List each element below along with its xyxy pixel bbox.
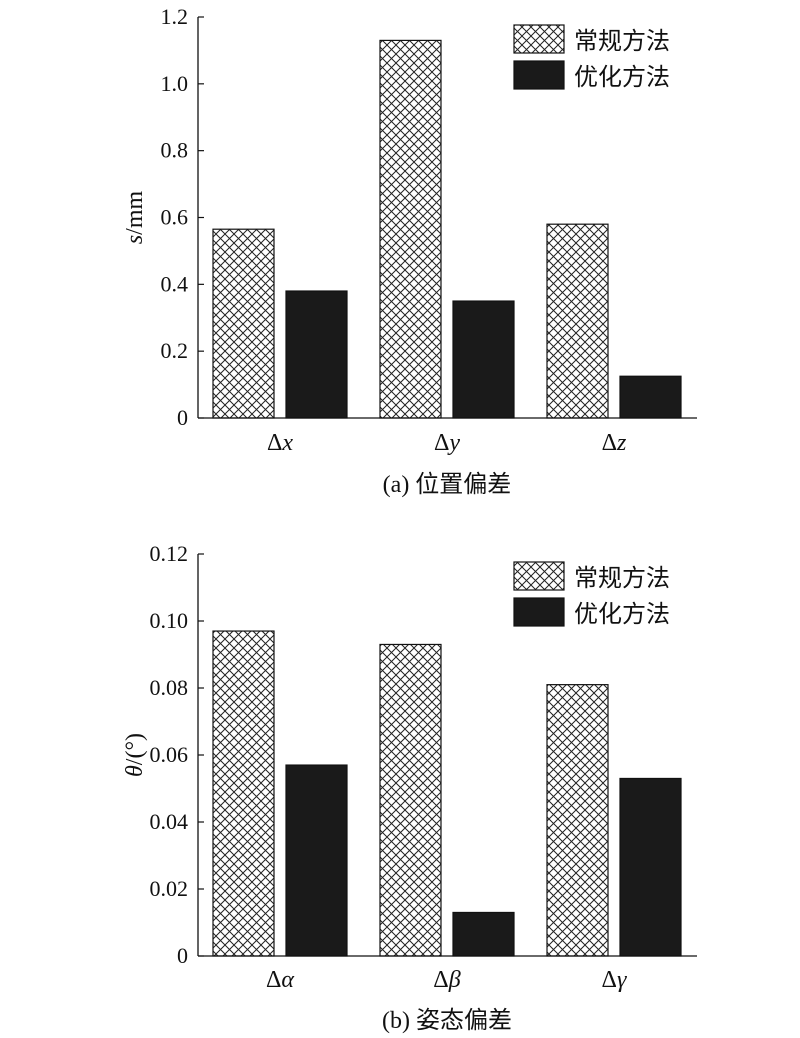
y-tick-label: 0.06 — [150, 742, 189, 767]
bar-conventional-3 — [546, 684, 609, 957]
y-tick-label: 0.2 — [161, 338, 189, 363]
x-tick-label: Δβ — [433, 967, 460, 993]
bar-optimized-3 — [619, 375, 682, 419]
bar-optimized-1 — [285, 290, 348, 419]
x-tick-label: Δy — [434, 430, 460, 456]
legend-label-conventional: 常规方法 — [574, 565, 670, 592]
bar-conventional-3 — [546, 223, 609, 419]
bar-optimized-1 — [285, 764, 348, 957]
y-tick-label: 0.4 — [161, 271, 189, 296]
legend-swatch-optimized — [513, 597, 565, 627]
y-tick-label: 0.12 — [150, 541, 189, 566]
panel-caption: (a) 位置偏差 — [383, 471, 512, 498]
bar-conventional-2 — [379, 39, 442, 419]
bar-optimized-2 — [452, 911, 515, 957]
y-tick-label: 0 — [177, 943, 188, 968]
chart-panel-b: 0 0.02 0.04 0.06 0.08 0.10 0.12 Δα Δβ Δγ θ/(°) 常规方法… — [122, 541, 697, 1034]
y-tick-label: 0.08 — [150, 675, 189, 700]
y-tick-label: 0.10 — [150, 608, 189, 633]
x-tick-label: Δγ — [602, 967, 627, 993]
legend-label-optimized: 优化方法 — [574, 64, 670, 91]
bar-optimized-3 — [619, 777, 682, 957]
y-tick-label: 0.8 — [161, 138, 189, 163]
bar-optimized-2 — [452, 300, 515, 419]
x-tick-label: Δz — [602, 430, 627, 456]
y-tick-label: 1.2 — [161, 4, 189, 29]
x-tick-label: Δx — [267, 430, 293, 456]
y-tick-label: 0.02 — [150, 876, 189, 901]
y-tick-label: 0.04 — [150, 809, 189, 834]
y-tick-label: 0.6 — [161, 205, 189, 230]
legend-swatch-conventional — [513, 561, 565, 591]
x-tick-label: Δα — [266, 967, 294, 993]
legend-swatch-conventional — [513, 24, 565, 54]
panel-caption: (b) 姿态偏差 — [382, 1007, 512, 1034]
bar-conventional-2 — [379, 643, 442, 957]
y-axis-label: θ/(°) — [122, 733, 148, 777]
bar-conventional-1 — [212, 630, 275, 957]
legend-label-conventional: 常规方法 — [574, 28, 670, 55]
y-tick-label: 1.0 — [161, 71, 189, 96]
y-tick-label: 0 — [177, 405, 188, 430]
y-axis-label: s/mm — [122, 191, 148, 245]
bar-conventional-1 — [212, 228, 275, 419]
legend-label-optimized: 优化方法 — [574, 601, 670, 628]
legend-swatch-optimized — [513, 60, 565, 90]
